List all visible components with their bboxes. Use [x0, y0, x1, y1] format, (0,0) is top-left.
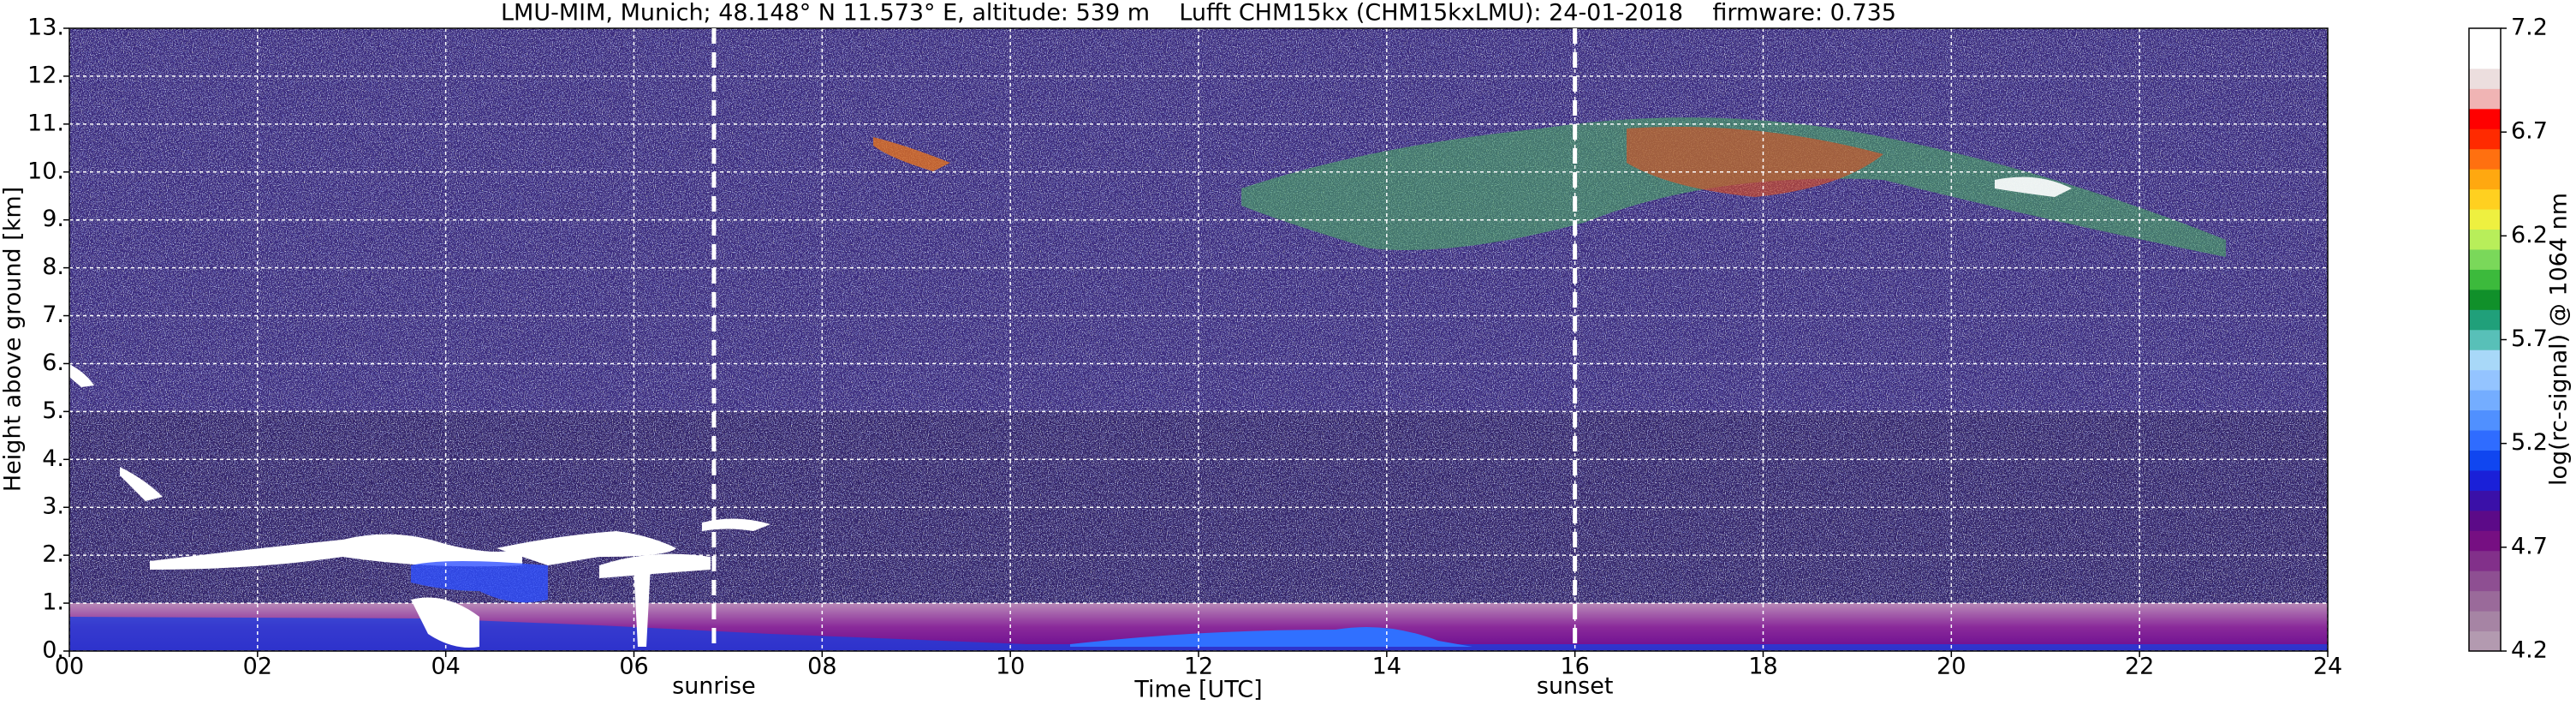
colorbar-frame [2468, 27, 2502, 652]
colorbar-segment [2469, 550, 2501, 571]
colorbar-segment [2469, 469, 2501, 491]
colorbar-segment [2469, 390, 2501, 411]
colorbar-segment [2469, 68, 2501, 89]
y-tick-label: 12. [27, 62, 64, 88]
x-tick-label: 14 [1372, 654, 1401, 680]
colorbar-segment [2469, 48, 2501, 69]
colorbar-tick-label: 4.7 [2511, 533, 2548, 559]
colorbar-segment [2469, 369, 2501, 391]
colorbar-tick-label: 6.2 [2511, 222, 2548, 248]
x-tick-label: 04 [431, 654, 460, 680]
colorbar-segment [2469, 88, 2501, 110]
cloud [411, 597, 479, 648]
colorbar-segment [2469, 409, 2501, 431]
colorbar-label: log(rc-signal) @ 1064 nm [2546, 193, 2573, 486]
y-tick-label: 10. [27, 158, 64, 184]
y-tick-label: 13. [27, 15, 64, 41]
cloud [120, 467, 163, 501]
cloud [1995, 176, 2072, 197]
x-tick-label: 10 [996, 654, 1025, 680]
y-tick-label: 6. [42, 350, 64, 376]
cloud [702, 518, 770, 531]
y-tick-label: 0. [42, 637, 64, 664]
x-tick-label: 22 [2125, 654, 2154, 680]
colorbar-segment [2469, 148, 2501, 170]
x-tick-label: 18 [1748, 654, 1777, 680]
colorbar-segment [2469, 128, 2501, 150]
y-tick-label: 5. [42, 397, 64, 424]
colorbar-segment [2469, 229, 2501, 250]
y-tick-label: 2. [42, 541, 64, 568]
x-tick-label: 00 [55, 654, 84, 680]
colorbar-segment [2469, 28, 2501, 49]
colorbar-segment [2469, 350, 2501, 371]
cloud [1241, 117, 2226, 257]
cloud [497, 531, 676, 565]
colorbar-tick-label: 4.2 [2511, 637, 2548, 664]
colorbar-segment [2469, 269, 2501, 290]
x-tick-label: 02 [243, 654, 272, 680]
colorbar-segment [2469, 108, 2501, 129]
colorbar-segment [2469, 248, 2501, 270]
colorbar-segment [2469, 329, 2501, 350]
x-tick-label: 24 [2313, 654, 2342, 680]
annotation-label: sunrise [672, 673, 756, 700]
colorbar-segment [2469, 289, 2501, 310]
colorbar-segment [2469, 309, 2501, 331]
y-tick-label: 1. [42, 589, 64, 616]
colorbar-segment [2469, 590, 2501, 612]
x-axis-label: Time [UTC] [1133, 677, 1262, 703]
colorbar-segment [2469, 611, 2501, 632]
y-tick-label: 3. [42, 493, 64, 520]
colorbar-tick-label: 5.2 [2511, 429, 2548, 456]
colorbar-tick-label: 6.7 [2511, 118, 2548, 145]
cloud [150, 534, 522, 570]
y-tick-label: 8. [42, 254, 64, 280]
colorbar-segment [2469, 430, 2501, 451]
cloud [634, 565, 651, 647]
colorbar-segment [2469, 209, 2501, 230]
cloud [599, 553, 711, 578]
colorbar-segment [2469, 510, 2501, 531]
colorbar-segment [2469, 530, 2501, 552]
x-tick-label: 06 [619, 654, 648, 680]
colorbar-segment [2469, 630, 2501, 652]
y-tick-label: 9. [42, 206, 64, 232]
colorbar-segment [2469, 571, 2501, 592]
cloud [1627, 127, 1883, 197]
annotation-label: sunset [1537, 673, 1614, 700]
colorbar-tick-label: 7.2 [2511, 15, 2548, 41]
colorbar-segment [2469, 490, 2501, 511]
x-tick-label: 16 [1560, 654, 1589, 680]
colorbar-segment [2469, 450, 2501, 471]
y-tick-label: 11. [27, 110, 64, 136]
colorbar-segment [2469, 169, 2501, 190]
x-tick-label: 20 [1936, 654, 1966, 680]
y-tick-label: 7. [42, 302, 64, 328]
x-tick-label: 08 [807, 654, 836, 680]
cloud [69, 364, 94, 387]
colorbar-tick-label: 5.7 [2511, 326, 2548, 352]
colorbar-segment [2469, 188, 2501, 210]
x-tick-label: 12 [1184, 654, 1213, 680]
surface-layer [1070, 626, 1472, 647]
y-tick-label: 4. [42, 445, 64, 472]
surface-layer [69, 617, 2328, 651]
chart-title: LMU-MIM, Munich; 48.148° N 11.573° E, al… [501, 0, 1896, 27]
cloud [873, 137, 950, 171]
y-axis-label: Height above ground [km] [0, 187, 27, 492]
